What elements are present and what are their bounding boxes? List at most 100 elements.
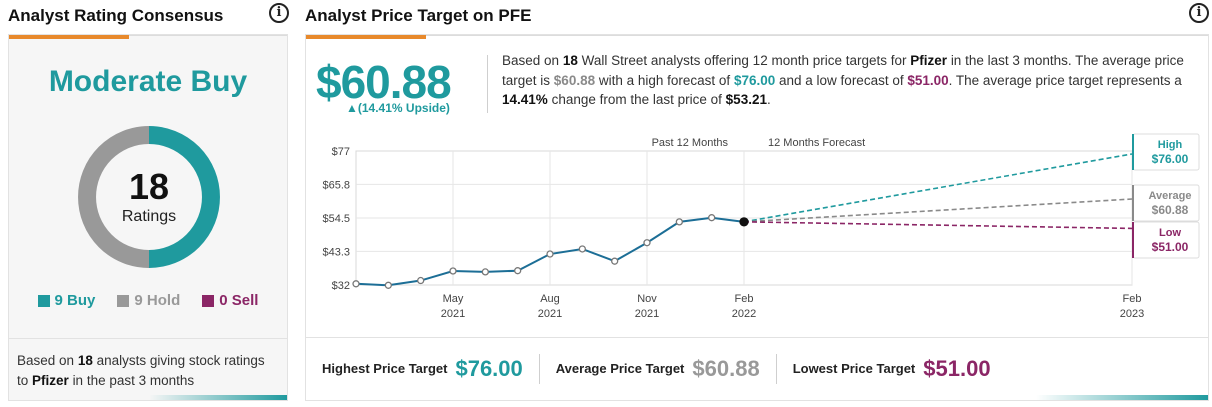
x-tick-label: 2023	[1120, 308, 1144, 320]
sell-swatch	[202, 294, 215, 307]
x-tick-label: Feb	[735, 293, 754, 305]
donut-svg	[78, 126, 220, 268]
y-tick-label: $43.3	[322, 246, 350, 258]
ratings-donut: 18 Ratings	[75, 123, 223, 271]
y-tick-label: $32	[332, 280, 350, 292]
history-point	[352, 280, 360, 288]
target-title: Analyst Price Target on PFE	[305, 6, 532, 25]
price-target-chart: $32 $43.3 $54.5 $65.8 $77 May 2021 Aug 2021 Nov 20…	[322, 133, 1200, 320]
legend-buy: 9 Buy	[37, 292, 95, 309]
consensus-card: Moderate Buy 18 Ratings 9 Buy 9 Hold 0 S…	[8, 34, 288, 401]
ratings-legend: 9 Buy 9 Hold 0 Sell	[9, 292, 287, 309]
y-tick-label: $77	[332, 146, 350, 158]
current-price-point	[739, 217, 749, 227]
summary-text: . The average price target represents a	[948, 72, 1182, 88]
x-tick-label: 2021	[635, 308, 659, 320]
history-point	[417, 276, 425, 285]
forecast-average-line	[743, 198, 1133, 223]
footer-company: Pfizer	[32, 373, 69, 388]
average-target-label: Average Price Target	[555, 361, 685, 376]
summary-text: Wall Street analysts offering 12 month p…	[581, 53, 907, 68]
lowest-target-label: Lowest Price Target	[792, 361, 916, 376]
history-point	[578, 245, 586, 253]
bottom-separator	[538, 353, 540, 384]
history-point	[708, 214, 716, 222]
legend-sell-label: 0 Sell	[219, 292, 259, 309]
upside-percent: ▲(14.41% Upside)	[346, 101, 450, 115]
highest-target-value: $76.00	[455, 355, 523, 381]
buy-swatch	[37, 294, 50, 307]
summary-company: Pfizer	[910, 53, 948, 68]
x-tick-label: Nov	[637, 293, 657, 305]
highest-target: Highest Price Target $76.00	[306, 356, 539, 382]
target-summary: Based on 18 Wall Street analysts offerin…	[502, 51, 1202, 110]
summary-text: Based on	[502, 53, 560, 68]
history-point	[675, 218, 683, 226]
footer-count: 18	[77, 353, 93, 368]
forecast-average-value: $60.88	[1152, 203, 1189, 217]
summary-text: change from the last price of	[551, 92, 722, 107]
price-target-summary-bar: Highest Price Target $76.00 Average Pric…	[306, 337, 1208, 399]
x-tick-label: Aug	[540, 293, 560, 305]
history-point	[449, 267, 457, 275]
forecast-high-name: High	[1158, 139, 1183, 151]
x-tick-label: 2021	[441, 308, 465, 320]
target-bottom-accent	[1036, 395, 1208, 400]
summary-text: and a low forecast of	[779, 72, 904, 88]
consensus-footer: Based on 18 analysts giving stock rating…	[9, 338, 287, 398]
summary-text: .	[766, 92, 771, 107]
target-info-icon[interactable]: i	[1189, 3, 1209, 23]
summary-analysts: 18	[562, 53, 578, 68]
forecast-low-line	[743, 221, 1133, 230]
consensus-info-icon[interactable]: i	[269, 3, 289, 23]
forecast-low-value: $51.00	[1152, 240, 1189, 254]
footer-prefix: Based on	[17, 353, 75, 368]
history-point	[546, 250, 554, 258]
y-tick-label: $65.8	[322, 179, 350, 191]
forecast-high-line	[743, 153, 1133, 223]
past-12-months-label: Past 12 Months	[652, 137, 729, 149]
card-top-divider	[129, 35, 287, 36]
history-point	[481, 268, 489, 276]
lowest-target-value: $51.00	[923, 355, 991, 381]
highest-target-label: Highest Price Target	[322, 361, 448, 376]
summary-change: 14.41%	[502, 92, 548, 107]
summary-text: in the last 3 months. The average price …	[502, 53, 1184, 88]
footer-suffix: in the past 3 months	[72, 373, 195, 388]
target-top-divider	[426, 35, 1208, 36]
donut-segment-0	[148, 126, 220, 268]
average-price-target: $60.88	[316, 56, 452, 108]
legend-hold-label: 9 Hold	[134, 292, 181, 309]
summary-average: $60.88	[553, 72, 596, 88]
lowest-target: Lowest Price Target $51.00	[777, 356, 1007, 382]
history-point	[514, 267, 522, 275]
history-point	[611, 257, 619, 265]
y-tick-label: $54.5	[322, 213, 350, 225]
x-tick-label: Feb	[1123, 293, 1142, 305]
header-separator	[487, 55, 488, 113]
donut-segment-1	[78, 126, 150, 268]
summary-last-price: $53.21	[725, 92, 767, 107]
x-tick-label: 2022	[732, 308, 756, 320]
consensus-title: Analyst Rating Consensus	[8, 6, 224, 25]
forecast-label: 12 Months Forecast	[768, 137, 865, 149]
consensus-rating: Moderate Buy	[48, 65, 248, 98]
ratings-count: 18	[128, 166, 170, 207]
card-top-accent	[9, 35, 129, 39]
forecast-low-name: Low	[1159, 227, 1181, 239]
forecast-average-name: Average	[1148, 190, 1191, 202]
history-point	[643, 239, 651, 247]
bottom-separator	[775, 353, 777, 384]
legend-hold: 9 Hold	[117, 292, 180, 309]
target-top-accent	[306, 35, 426, 39]
target-card: $60.88 ▲(14.41% Upside) Based on 18 Wall…	[305, 34, 1209, 401]
summary-low: $51.00	[907, 72, 949, 88]
ratings-label: Ratings	[121, 208, 177, 225]
footer-middle: analysts giving stock ratings to	[17, 353, 265, 388]
average-target-value: $60.88	[692, 355, 760, 381]
forecast-high-value: $76.00	[1152, 152, 1189, 166]
x-tick-label: May	[443, 293, 464, 305]
legend-sell: 0 Sell	[202, 292, 258, 309]
hold-swatch	[117, 294, 130, 307]
